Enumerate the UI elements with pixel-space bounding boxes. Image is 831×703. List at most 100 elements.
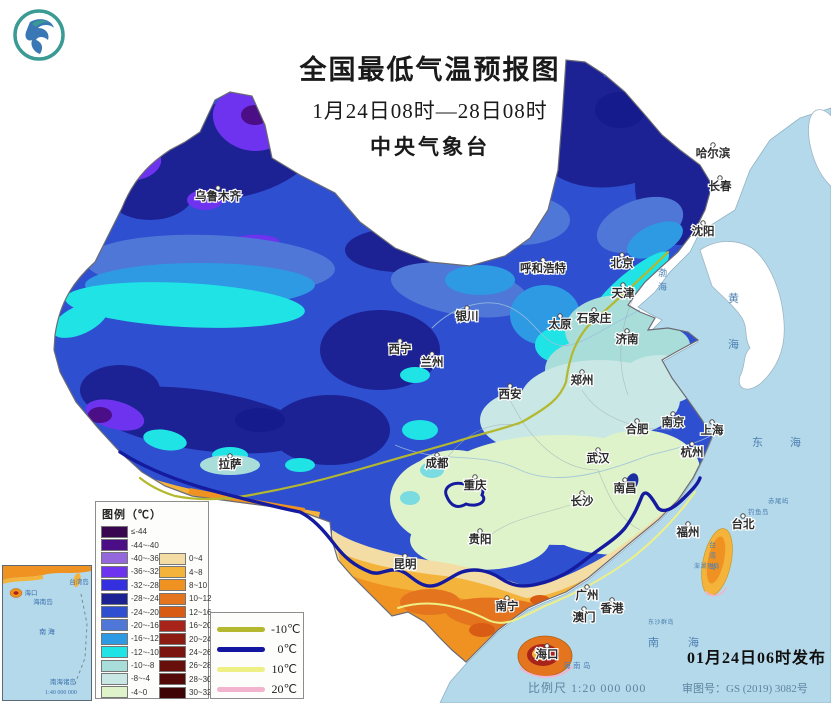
city-南宁: 南宁 [494, 595, 520, 614]
city-marker [591, 307, 597, 313]
isoline-color-sample [217, 666, 265, 672]
legend-swatch [101, 606, 128, 619]
legend-range-label: 10~12 [189, 594, 212, 604]
sea-label-char: 列 [707, 562, 713, 570]
map-subtitle: 1月24日08时—28日08时 [312, 99, 548, 123]
sea-label-char: 湖 [701, 562, 707, 570]
sea-label-char: 东 [752, 436, 763, 449]
sea-label-char: 鱼 [755, 507, 762, 516]
rivers [394, 302, 711, 478]
inset-label: 南海诸岛 [50, 677, 76, 686]
city-label: 澳门 [573, 610, 596, 624]
city-marker [579, 490, 585, 496]
sea-label-char: 澎 [694, 562, 700, 570]
city-重庆: 重庆 [462, 474, 488, 493]
city-marker [477, 528, 483, 534]
city-label: 广州 [576, 588, 599, 602]
city-昆明: 昆明 [392, 553, 418, 572]
poyang-lake [625, 473, 639, 491]
city-澳门: 澳门 [571, 606, 597, 625]
south-china-sea-inset: 台湾岛 海口 海南岛南 海南海诸岛 1:40 000 000 [2, 565, 92, 701]
city-marker [227, 453, 233, 459]
legend-row-warm: 20~24 [159, 632, 212, 646]
sea-label-char: 群 [661, 618, 667, 626]
sea-label-char: 岛 [714, 562, 720, 570]
city-label: 兰州 [421, 355, 444, 369]
inset-taiwan [73, 573, 81, 587]
legend-range-label: ≤-44 [131, 527, 147, 537]
legend-range-label: 0~4 [189, 554, 203, 564]
sea-label-海南岛: 海南岛 [563, 660, 591, 670]
isoline-color-sample [217, 686, 265, 692]
legend-row-cold: -28~-24 [101, 592, 159, 605]
hainan-island [517, 635, 573, 677]
city-西安: 西安 [497, 383, 523, 402]
city-北京: 北京 [609, 252, 635, 271]
inset-coastline [3, 566, 91, 580]
city-label: 南宁 [496, 599, 519, 613]
title-block: 全国最低气温预报图 1月24日08时—28日08时 中央气象台 [250, 48, 610, 161]
legend-range-label: 20~24 [189, 634, 212, 644]
isoline-label: 20℃ [271, 681, 297, 696]
inset-label: 台湾岛 [69, 577, 89, 586]
city-贵阳: 贵阳 [467, 528, 493, 547]
sea-label-钓鱼岛: 钓鱼岛 [748, 507, 769, 516]
city-长春: 长春 [707, 175, 733, 194]
sea-label-台湾岛: 台湾岛 [709, 540, 716, 571]
sea-label-char: 湾 [709, 551, 716, 560]
city-台北: 台北 [730, 513, 756, 532]
sea-label-char: 岛 [762, 507, 769, 516]
city-marker [579, 369, 585, 375]
isoline-zero-chongqing-loop [444, 481, 486, 508]
city-marker [700, 220, 706, 226]
sea-label-char: 岛 [668, 618, 674, 626]
city-marker [464, 305, 470, 311]
sea-label-char: 海 [728, 337, 739, 351]
city-marker [557, 313, 563, 319]
city-label: 郑州 [571, 373, 594, 387]
isoline-minus10 [138, 250, 670, 501]
legend-swatch [159, 592, 186, 605]
isoline-zero [118, 450, 702, 588]
city-marker [609, 597, 615, 603]
japan-landmass [808, 109, 831, 191]
isotherm-lines [118, 250, 727, 678]
sea-label-char: 岛 [583, 660, 591, 670]
legend-range-label: -12~-10 [131, 647, 159, 657]
isoline-legend-row: 10℃ [217, 659, 297, 679]
isoline-plus20 [519, 666, 573, 678]
legend-swatch [159, 673, 186, 686]
isoline-label: -10℃ [271, 621, 301, 636]
temperature-legend: 图例（℃） ≤-44 -44~-40 -40~-36 -36~-32 -32~-28 -2… [95, 501, 211, 699]
city-label: 台北 [732, 517, 755, 531]
legend-range-label: -4~0 [131, 687, 148, 697]
legend-swatch [101, 592, 128, 605]
city-label: 成都 [426, 456, 449, 470]
city-成都: 成都 [424, 452, 450, 471]
legend-range-label: -16~-12 [131, 634, 159, 644]
city-哈尔滨: 哈尔滨 [695, 142, 732, 161]
city-marker [429, 351, 435, 357]
sea-label-char: 沙 [655, 619, 661, 626]
legend-swatch [159, 686, 186, 699]
city-marker [622, 477, 628, 483]
legend-range-label: 26~28 [189, 661, 212, 671]
city-marker [540, 257, 546, 263]
inset-label: 海南岛 [33, 597, 53, 606]
legend-range-label: 8~10 [189, 580, 208, 590]
inset-dash-line [74, 593, 88, 685]
legend-warm-column: 0~4 4~8 8~10 10~12 12~16 16~20 20~24 24~26 26~28… [159, 552, 211, 699]
city-label: 贵阳 [469, 532, 492, 546]
legend-row-cold: -12~-10 [101, 646, 159, 659]
sea-label-char: 黄 [728, 291, 739, 305]
legend-swatch [159, 659, 186, 672]
sea-label-char: 屿 [782, 496, 789, 505]
sea-label-char: 海 [658, 281, 667, 292]
city-香港: 香港 [598, 597, 625, 616]
legend-row-warm: 4~8 [159, 565, 211, 579]
legend-row-cold: -44~-40 [101, 538, 159, 552]
city-label: 银川 [456, 309, 479, 323]
legend-row-warm: 16~20 [159, 619, 211, 632]
legend-row-warm: 26~28 [159, 659, 211, 672]
